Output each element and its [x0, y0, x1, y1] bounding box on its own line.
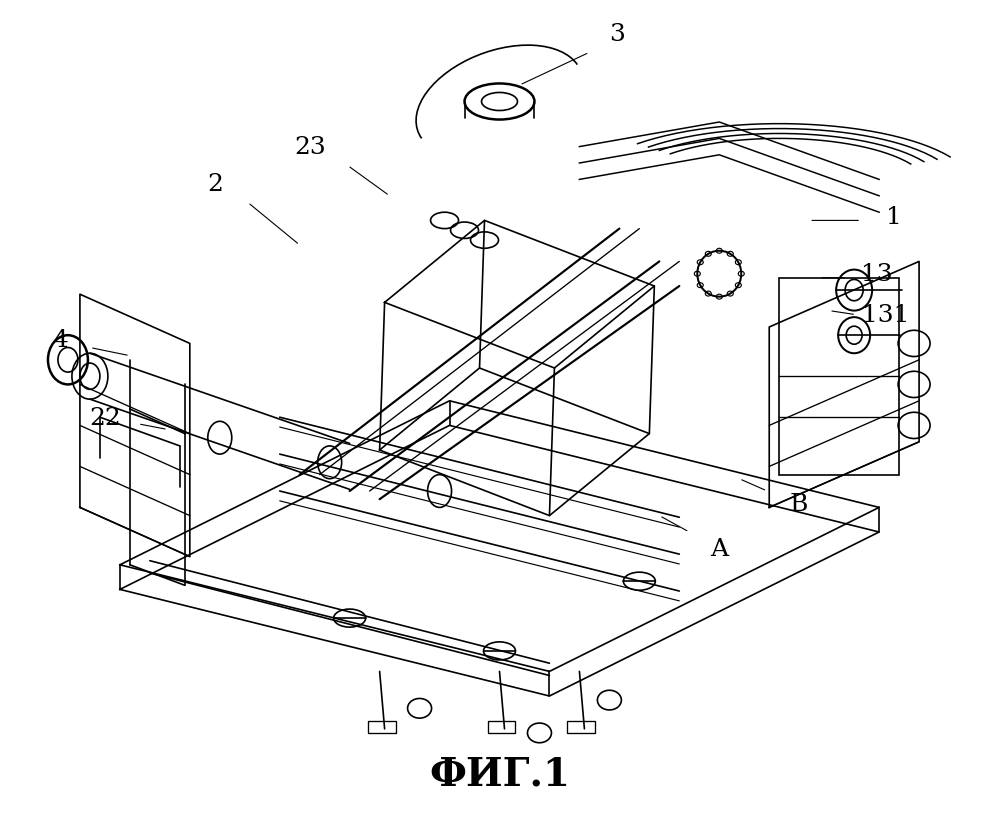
Text: 2: 2 [207, 173, 223, 196]
Text: 131: 131 [862, 304, 910, 327]
Text: A: A [710, 537, 728, 560]
Text: 13: 13 [861, 263, 893, 286]
Bar [488, 721, 515, 733]
Bar [368, 721, 396, 733]
Text: 3: 3 [609, 23, 625, 46]
Text: ФИГ.1: ФИГ.1 [429, 755, 570, 793]
Text: 4: 4 [52, 328, 68, 351]
Text: 22: 22 [89, 406, 121, 429]
Text: 1: 1 [886, 206, 902, 229]
Text: B: B [790, 492, 808, 515]
Text: 23: 23 [294, 136, 326, 159]
Bar [779, 278, 899, 475]
Bar [567, 721, 595, 733]
